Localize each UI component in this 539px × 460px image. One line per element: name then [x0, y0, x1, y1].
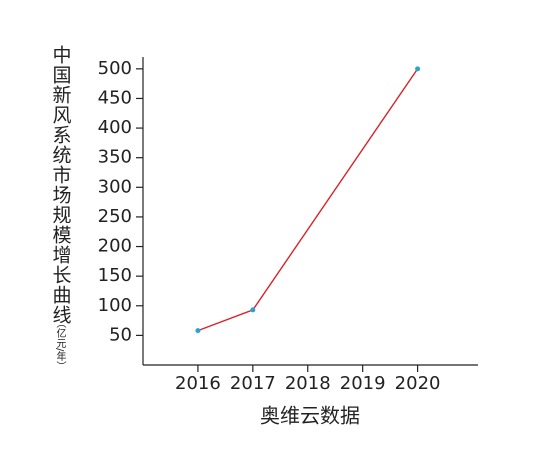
x-tick-label: 2019 — [340, 373, 386, 394]
x-tick-label: 2020 — [395, 373, 441, 394]
x-tick-label: 2018 — [285, 373, 331, 394]
data-point — [415, 66, 421, 72]
y-axis-unit: （亿元/年） — [54, 318, 66, 371]
y-tick-label: 450 — [98, 87, 132, 108]
y-tick-label: 350 — [98, 147, 132, 168]
data-point — [195, 328, 201, 334]
x-axis-title: 奥维云数据 — [260, 404, 360, 428]
y-tick-label: 300 — [98, 176, 132, 197]
y-tick-label: 100 — [98, 295, 132, 316]
y-axis-title: 中国新风系统市场规模增长曲线 — [50, 45, 72, 325]
y-tick-label: 200 — [98, 236, 132, 257]
data-point — [250, 307, 256, 313]
x-tick-label: 2016 — [175, 373, 221, 394]
x-tick-label: 2017 — [230, 373, 276, 394]
y-tick-label: 500 — [98, 58, 132, 79]
data-line — [197, 68, 419, 332]
y-tick-label: 400 — [98, 117, 132, 138]
y-tick-label: 150 — [98, 265, 132, 286]
y-tick-label: 50 — [109, 324, 132, 345]
y-tick-label: 250 — [98, 206, 132, 227]
